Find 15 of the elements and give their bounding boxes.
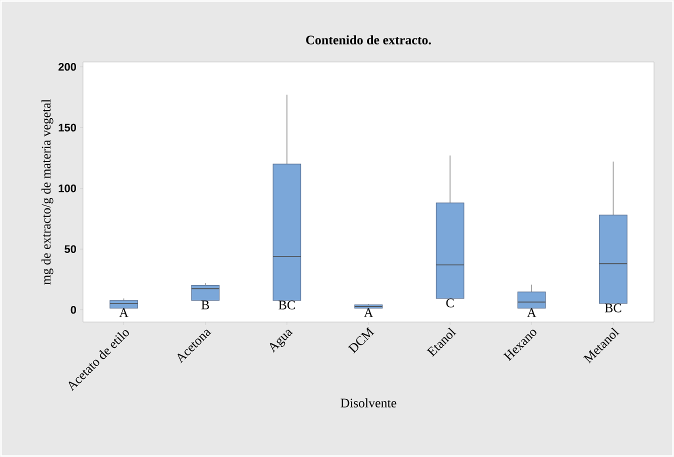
y-tick-label: 0 bbox=[70, 306, 76, 314]
annotation: B bbox=[201, 300, 210, 310]
y-tick-label: 150 bbox=[58, 124, 76, 132]
annotation: BC bbox=[278, 300, 295, 310]
y-axis-title: mg de extracto/g de materia vegetal bbox=[41, 99, 54, 285]
annotation: BC bbox=[604, 304, 622, 312]
annotation: A bbox=[119, 308, 128, 317]
annotation: A bbox=[364, 308, 374, 317]
chart-title: Contenido de extracto. bbox=[306, 35, 431, 44]
annotation: A bbox=[527, 308, 536, 317]
annotation: C bbox=[446, 298, 454, 308]
y-tick-label: 200 bbox=[58, 62, 76, 71]
y-tick-label: 100 bbox=[58, 184, 76, 192]
y-tick-label: 50 bbox=[64, 245, 76, 253]
x-axis-title: Disolvente bbox=[340, 398, 396, 408]
